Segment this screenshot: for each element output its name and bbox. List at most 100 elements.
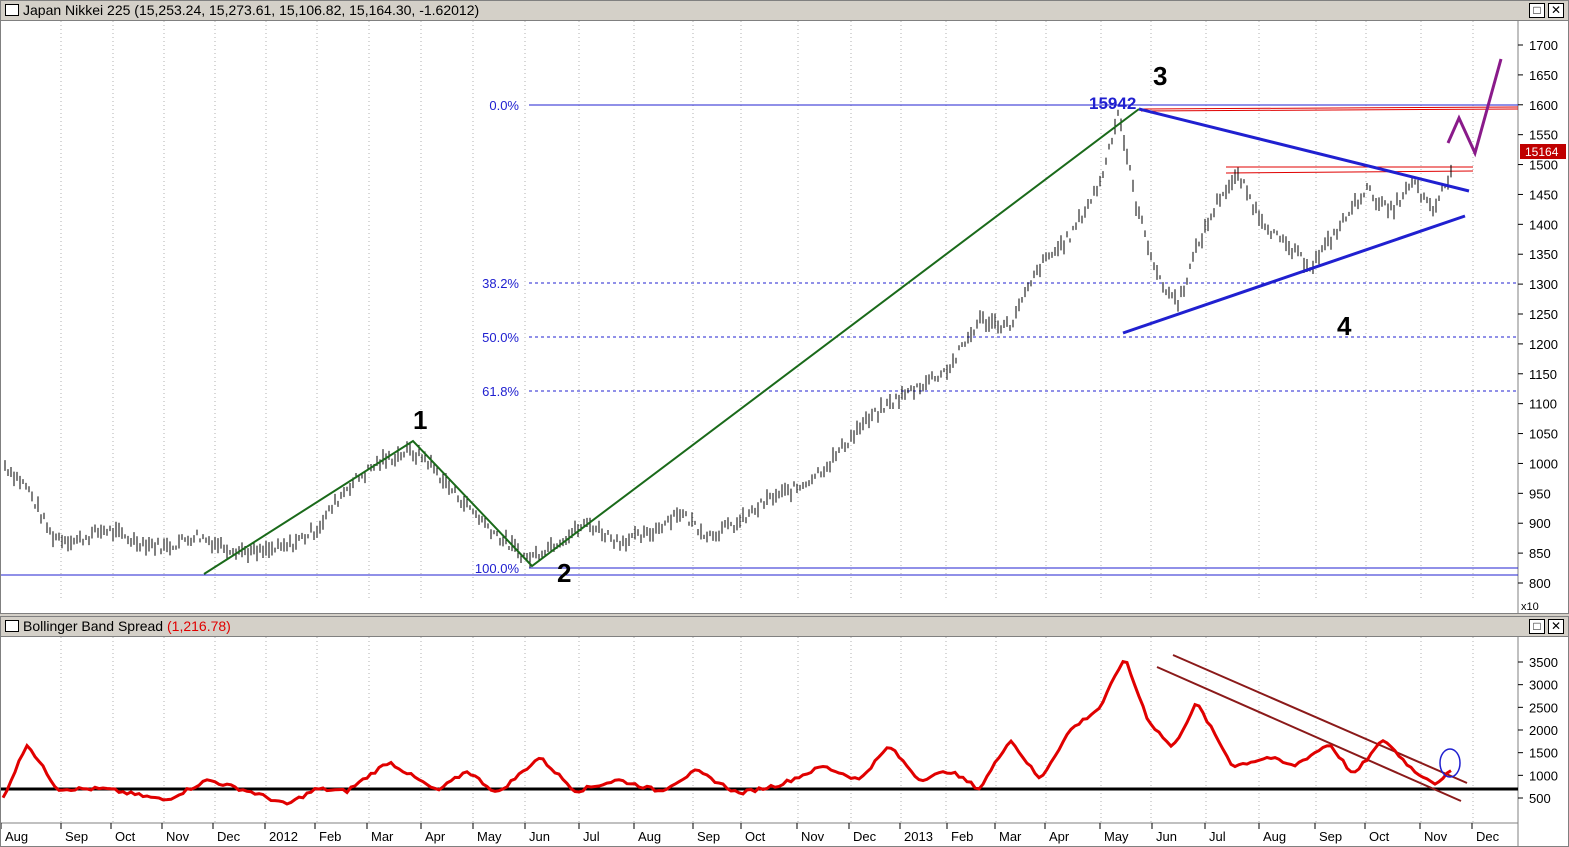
- price-tag: [1520, 144, 1566, 159]
- fib-label-382: 38.2%: [482, 276, 519, 291]
- x-label-3: Nov: [166, 829, 190, 844]
- wave-label-4: 4: [1337, 311, 1352, 341]
- y-tick-label-11: 1350: [1529, 247, 1558, 262]
- resistance-lines: [1140, 106, 1519, 174]
- indicator-y-tick-2: 1500: [1529, 746, 1558, 761]
- price-bars: [4, 109, 1452, 568]
- y-tick-label-6: 1100: [1529, 397, 1557, 412]
- y-tick-label-5: 1050: [1529, 427, 1558, 442]
- indicator-y-tick-4: 2500: [1529, 700, 1558, 715]
- x-label-24: Aug: [1263, 829, 1286, 844]
- downtrend-upper: [1172, 654, 1468, 784]
- indicator-y-axis: 500 1000 1500 2000 2500 3000 3500: [1518, 655, 1558, 806]
- x-label-9: May: [477, 829, 502, 844]
- x-label-18: Feb: [951, 829, 973, 844]
- x-label-5: 2012: [269, 829, 298, 844]
- month-gridlines: [60, 637, 1474, 823]
- x-label-11: Jul: [583, 829, 600, 844]
- wave-label-1: 1: [413, 405, 427, 435]
- close-button[interactable]: ✕: [1548, 3, 1564, 18]
- window-menu-icon[interactable]: [5, 620, 19, 632]
- x-label-2: Oct: [115, 829, 136, 844]
- x-label-27: Nov: [1424, 829, 1448, 844]
- y-tick-label-9: 1250: [1529, 307, 1558, 322]
- price-panel-title: Japan Nikkei 225: [23, 2, 131, 18]
- x-label-14: Oct: [745, 829, 766, 844]
- fib-label-0: 0.0%: [489, 98, 519, 113]
- fib-label-100: 100.0%: [475, 561, 520, 576]
- y-tick-label-1: 850: [1529, 546, 1551, 561]
- x-label-0: Aug: [5, 829, 28, 844]
- x-label-6: Feb: [319, 829, 341, 844]
- window-menu-icon[interactable]: [5, 4, 19, 16]
- maximize-button[interactable]: □: [1529, 3, 1545, 18]
- x-label-12: Aug: [638, 829, 661, 844]
- y-tick-label-2: 900: [1529, 516, 1551, 531]
- indicator-value: (1,216.78): [167, 618, 231, 634]
- y-tick-label-12: 1400: [1529, 217, 1558, 232]
- x-label-28: Dec: [1476, 829, 1500, 844]
- indicator-y-tick-3: 2000: [1529, 723, 1558, 738]
- fib-level-500: 50.0%: [482, 330, 1518, 345]
- x-label-7: Mar: [371, 829, 394, 844]
- fib-level-0: 0.0%: [489, 98, 1518, 113]
- y-tick-label-7: 1150: [1529, 367, 1557, 382]
- y-tick-label-14: 1500: [1529, 158, 1558, 173]
- x-label-19: Mar: [999, 829, 1022, 844]
- x-label-4: Dec: [217, 829, 241, 844]
- projection-path: [1446, 58, 1503, 158]
- downtrend-lower: [1156, 666, 1462, 802]
- indicator-y-tick-6: 3500: [1529, 655, 1558, 670]
- indicator-title: Bollinger Band Spread: [23, 618, 164, 634]
- month-gridlines: [60, 21, 1474, 601]
- x-label-8: Apr: [425, 829, 446, 844]
- indicator-panel-titlebar: Bollinger Band Spread (1,216.78) □ ✕: [1, 617, 1568, 637]
- elliott-wave-lines: [203, 108, 1140, 575]
- peak-value-label: 15942: [1089, 94, 1136, 113]
- y-tick-label-13: 1450: [1529, 187, 1558, 202]
- fib-label-500: 50.0%: [482, 330, 519, 345]
- price-chart: 800 850 900 950 1000 1050 1100 1150 1200 1250 1300…: [1, 21, 1566, 613]
- x-label-15: Nov: [801, 829, 825, 844]
- fib-label-618: 61.8%: [482, 384, 519, 399]
- x-label-13: Sep: [697, 829, 720, 844]
- price-chart-panel: Japan Nikkei 225 (15,253.24, 15,273.61, …: [0, 0, 1569, 614]
- price-tag-value: 15164: [1525, 145, 1559, 159]
- x-label-20: Apr: [1049, 829, 1070, 844]
- indicator-y-tick-0: 500: [1529, 791, 1551, 806]
- x-label-23: Jul: [1209, 829, 1226, 844]
- wave-label-3: 3: [1153, 61, 1167, 91]
- x-label-10: Jun: [529, 829, 550, 844]
- wave-label-2: 2: [557, 558, 571, 588]
- price-panel-ohlc: (15,253.24, 15,273.61, 15,106.82, 15,164…: [134, 2, 480, 18]
- x-label-21: May: [1104, 829, 1129, 844]
- x-label-16: Dec: [853, 829, 877, 844]
- indicator-panel: Bollinger Band Spread (1,216.78) □ ✕ 500…: [0, 616, 1569, 847]
- y-tick-label-3: 950: [1529, 486, 1551, 501]
- multiplier-label: x10: [1521, 601, 1539, 613]
- x-label-1: Sep: [65, 829, 88, 844]
- triangle-upper-line: [1138, 107, 1470, 193]
- indicator-y-tick-1: 1000: [1529, 768, 1558, 783]
- highlight-circle: [1439, 748, 1461, 778]
- x-label-22: Jun: [1156, 829, 1177, 844]
- y-tick-label-17: 1650: [1529, 68, 1558, 83]
- y-tick-label-16: 1600: [1529, 98, 1558, 113]
- triangle-lower-line: [1122, 214, 1466, 335]
- y-tick-label-15: 1550: [1529, 128, 1558, 143]
- indicator-y-tick-5: 3000: [1529, 678, 1558, 693]
- time-x-axis: Aug Sep Oct Nov Dec 2012 Feb Mar Apr May Jun Jul Aug…: [1, 823, 1500, 844]
- close-button[interactable]: ✕: [1548, 619, 1564, 634]
- x-label-26: Oct: [1369, 829, 1390, 844]
- x-label-17: 2013: [904, 829, 933, 844]
- maximize-button[interactable]: □: [1529, 619, 1545, 634]
- fib-level-100: 100.0%: [475, 561, 1518, 576]
- fib-level-618: 61.8%: [482, 384, 1518, 399]
- price-y-axis: 800 850 900 950 1000 1050 1100 1150 1200 1250 1300…: [1518, 38, 1558, 591]
- price-panel-titlebar: Japan Nikkei 225 (15,253.24, 15,273.61, …: [1, 1, 1568, 21]
- y-tick-label-18: 1700: [1529, 38, 1558, 53]
- y-tick-label-4: 1000: [1529, 456, 1558, 471]
- fib-level-382: 38.2%: [482, 276, 1518, 291]
- bollinger-spread-line: [1, 659, 1452, 806]
- y-tick-label-0: 800: [1529, 576, 1551, 591]
